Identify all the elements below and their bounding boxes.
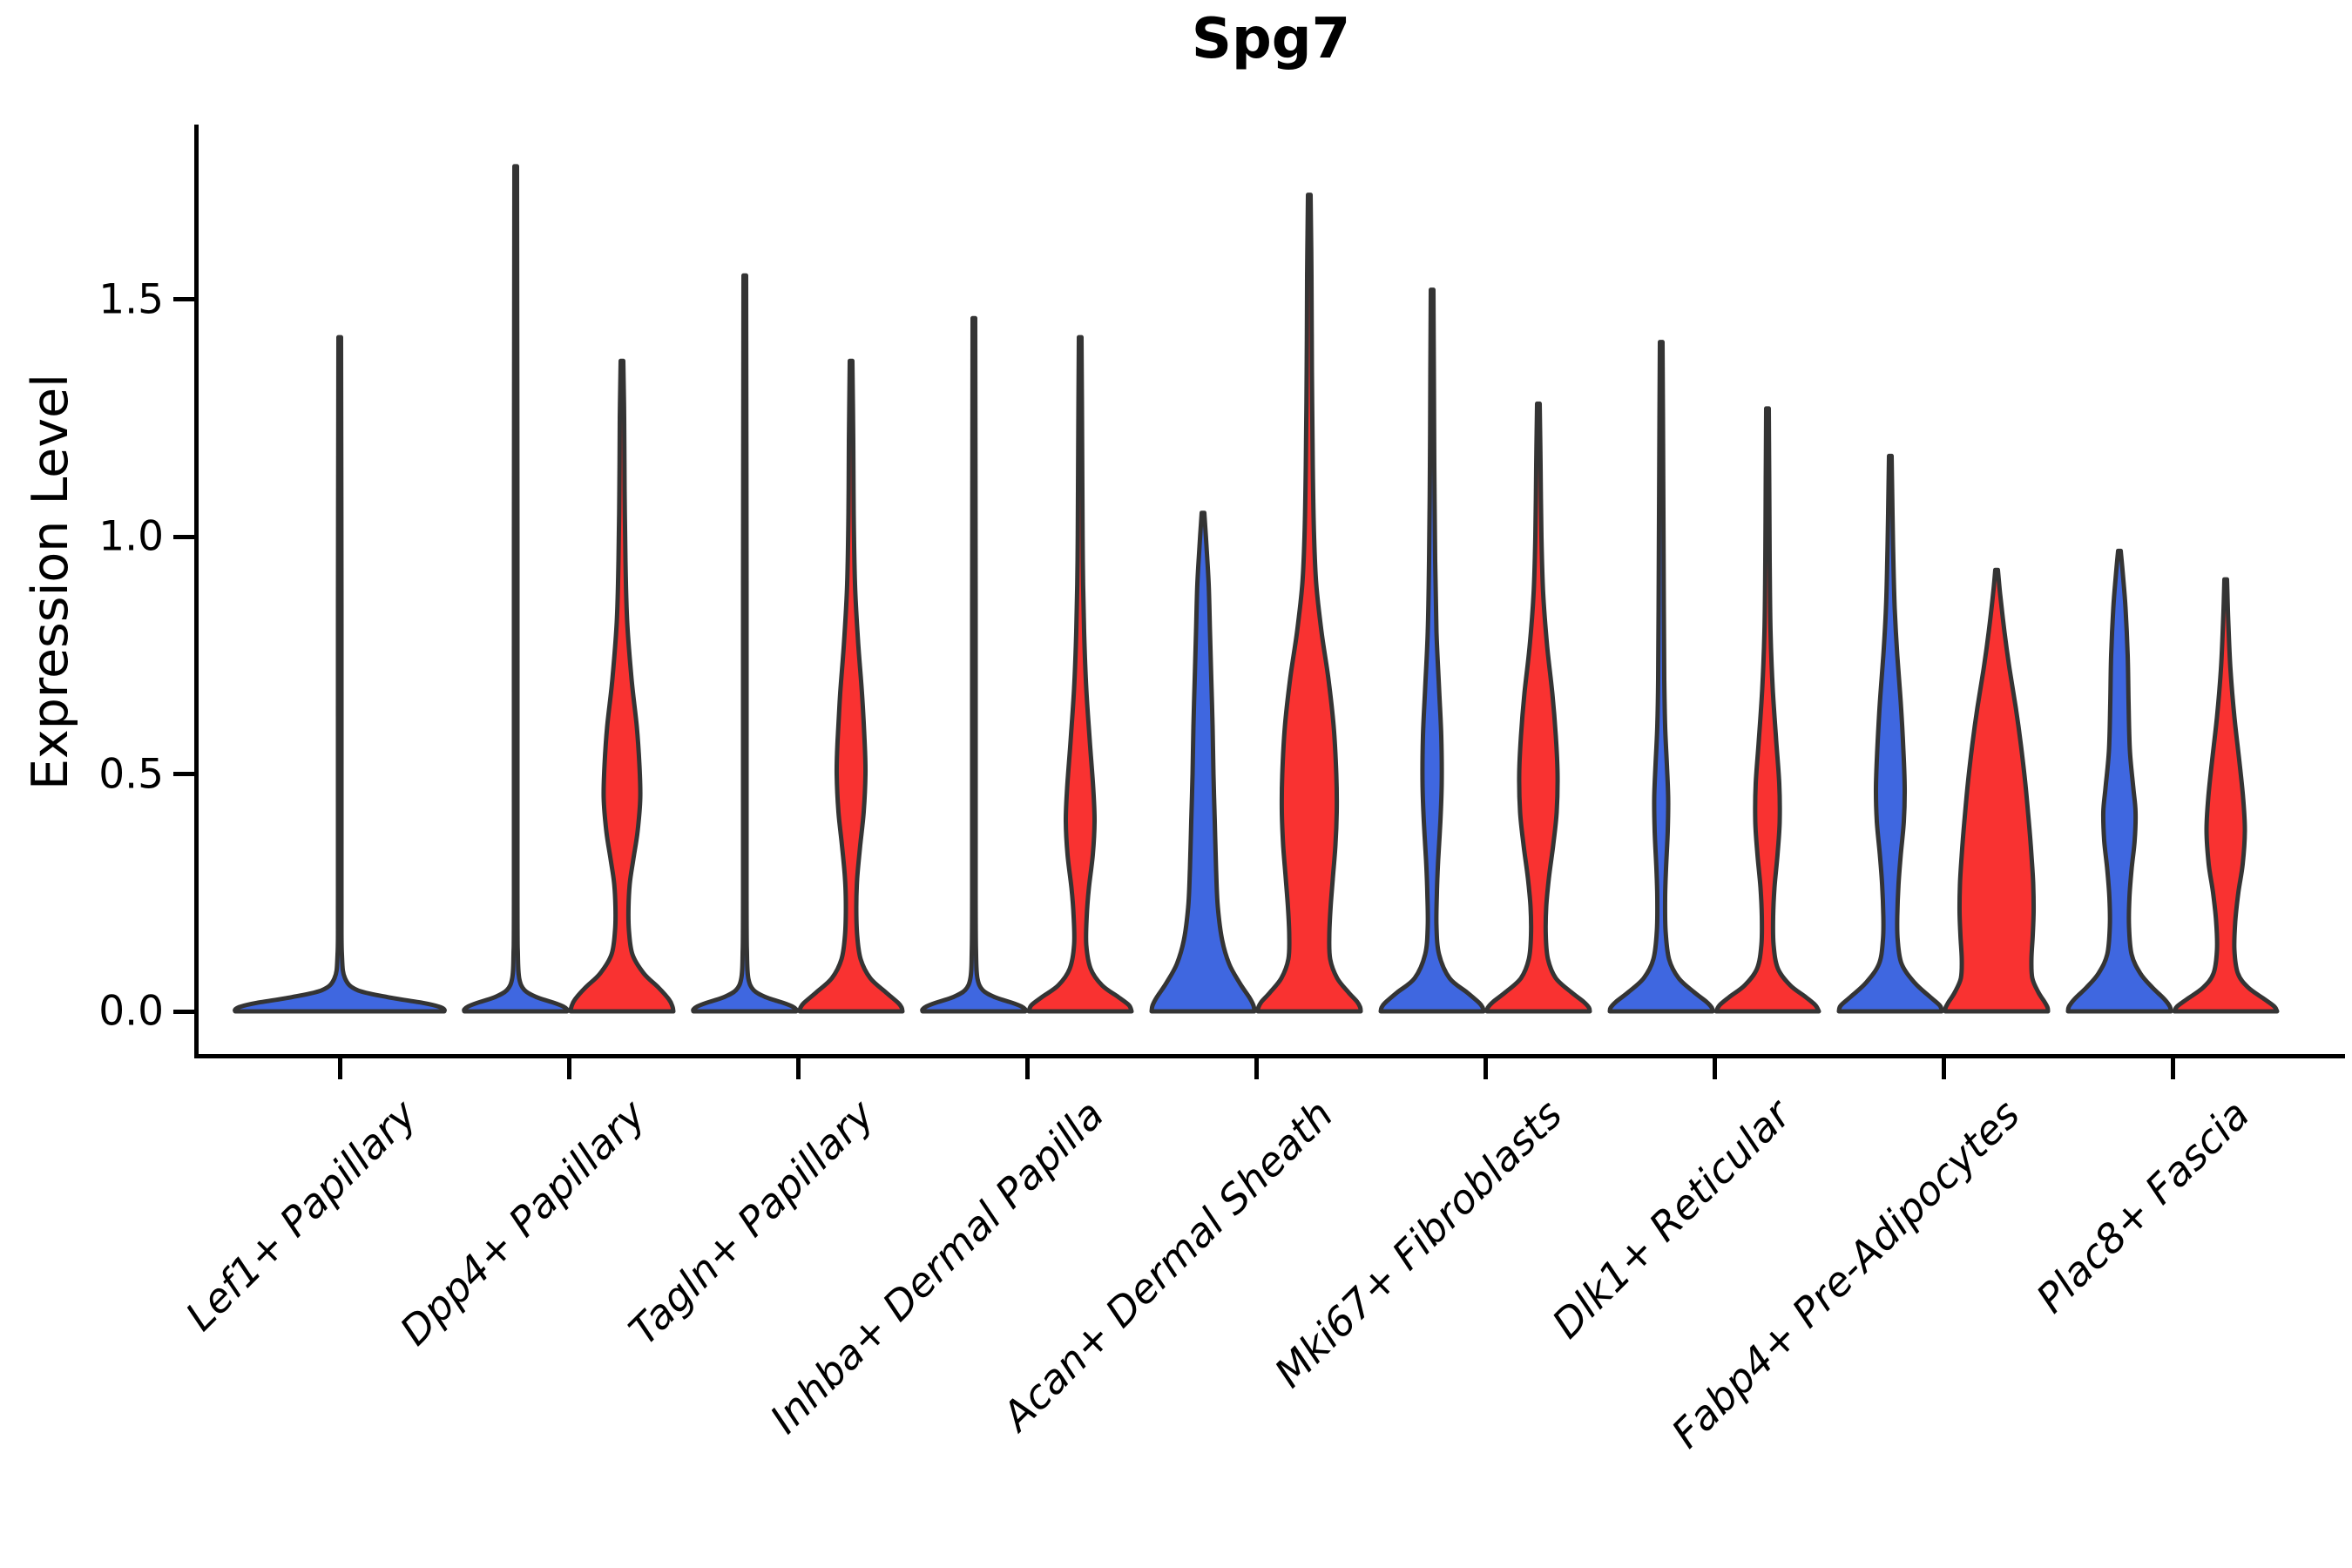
x-tick-mark-tagln-papillary (795, 1057, 801, 1079)
y-tick-label-0.0: 0.0 (98, 987, 164, 1036)
y-tick-mark-1.5 (173, 297, 197, 301)
x-tick-mark-acan-dermal-sheath (1254, 1057, 1259, 1079)
y-tick-label-1.5: 1.5 (98, 275, 164, 323)
y-tick-label-1.0: 1.0 (98, 512, 164, 561)
violin-dpp4-papillary-blue (462, 164, 570, 1014)
y-tick-mark-0.0 (173, 1009, 197, 1014)
violin-lef1-papillary-blue (233, 335, 447, 1014)
violin-mki67-fibroblasts-red (1484, 401, 1592, 1014)
plot-title: Spg7 (1191, 7, 1351, 71)
violin-dlk1-reticular-red (1713, 406, 1821, 1014)
y-axis-spine (194, 125, 199, 1058)
violin-plac8-fascia-blue (2065, 548, 2173, 1014)
violin-tagln-papillary-blue (691, 273, 799, 1014)
x-tick-mark-dpp4-papillary (566, 1057, 571, 1079)
y-tick-mark-0.5 (173, 772, 197, 776)
x-tick-mark-lef1-papillary (337, 1057, 342, 1079)
violin-inhba-dermal-papilla-red (1026, 335, 1134, 1014)
x-axis-spine (194, 1054, 2345, 1058)
violin-tagln-papillary-red (797, 358, 905, 1014)
x-tick-mark-plac8-fascia (2170, 1057, 2175, 1079)
violin-dlk1-reticular-blue (1607, 340, 1715, 1014)
y-tick-label-0.5: 0.5 (98, 750, 164, 798)
y-axis-label: Expression Level (22, 374, 79, 790)
violin-acan-dermal-sheath-red (1255, 193, 1363, 1014)
y-tick-mark-1.0 (173, 534, 197, 539)
violin-inhba-dermal-papilla-blue (920, 315, 1028, 1014)
x-tick-mark-dlk1-reticular (1712, 1057, 1717, 1079)
violin-fabp4-pre-adipocytes-blue (1836, 453, 1944, 1014)
x-tick-mark-inhba-dermal-papilla (1024, 1057, 1030, 1079)
violin-dpp4-papillary-red (568, 358, 676, 1014)
violin-mki67-fibroblasts-blue (1378, 287, 1486, 1014)
violin-plac8-fascia-red (2172, 577, 2280, 1014)
x-tick-mark-fabp4-pre-adipocytes (1941, 1057, 1946, 1079)
x-tick-mark-mki67-fibroblasts (1483, 1057, 1488, 1079)
violin-fabp4-pre-adipocytes-red (1943, 567, 2051, 1014)
violin-acan-dermal-sheath-blue (1149, 510, 1257, 1014)
